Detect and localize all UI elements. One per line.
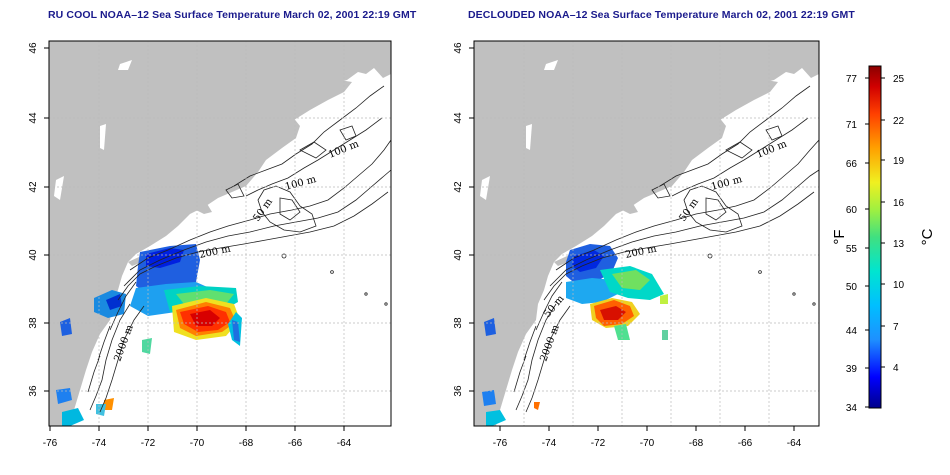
x-tick-label: -64 [787, 438, 802, 449]
celsius-tick-label: 7 [893, 322, 899, 333]
sst-data-right [482, 244, 668, 426]
lake [544, 60, 558, 70]
y-tick-label: 44 [28, 112, 39, 124]
x-tick-label: -64 [337, 438, 352, 449]
fahrenheit-tick-label: 55 [846, 244, 858, 255]
y-tick-label: 46 [28, 42, 39, 54]
right-map-panel: 100 m 100 m 50 m 200 m 2000 m 50 m -76 -… [453, 40, 820, 449]
celsius-tick-label: 22 [893, 116, 905, 127]
fahrenheit-tick-label: 60 [846, 205, 858, 216]
x-tick-label: -76 [43, 438, 58, 449]
cape-cod [622, 202, 638, 214]
land-mass [474, 41, 819, 426]
celsius-tick-label: 19 [893, 156, 905, 167]
fahrenheit-tick-label: 77 [846, 74, 858, 85]
lake [118, 60, 132, 70]
colorbar-scale [868, 65, 882, 409]
y-tick-label: 44 [453, 112, 464, 124]
y-tick-label: 40 [28, 249, 39, 261]
colorbar: 77 71 66 60 55 50 44 39 34 25 22 19 16 1… [831, 65, 936, 414]
x-tick-label: -72 [591, 438, 606, 449]
cape-cod [196, 202, 212, 214]
grid-right [474, 41, 819, 426]
x-tick-label: -76 [493, 438, 508, 449]
celsius-tick-label: 4 [893, 363, 899, 374]
grid-left [49, 41, 391, 426]
right-panel-title: DECLOUDED NOAA–12 Sea Surface Temperatur… [468, 9, 855, 21]
y-tick-label: 36 [28, 385, 39, 397]
map-frame [48, 40, 392, 427]
y-tick-label: 42 [453, 181, 464, 193]
lake [100, 124, 106, 150]
x-tick-label: -66 [738, 438, 753, 449]
nova-scotia [706, 80, 778, 120]
y-tick-label: 42 [28, 181, 39, 193]
y-tick-label: 38 [28, 317, 39, 329]
celsius-tick-label: 16 [893, 198, 905, 209]
x-tick-label: -70 [190, 438, 205, 449]
fahrenheit-tick-label: 39 [846, 364, 858, 375]
x-tick-label: -68 [239, 438, 254, 449]
y-tick-label: 46 [453, 42, 464, 54]
celsius-tick-label: 10 [893, 280, 905, 291]
fahrenheit-ticks [865, 77, 869, 408]
y-tick-label: 36 [453, 385, 464, 397]
fahrenheit-tick-label: 50 [846, 282, 858, 293]
x-tick-label: -74 [542, 438, 557, 449]
x-tick-label: -68 [689, 438, 704, 449]
bathymetry-contours-left [87, 85, 391, 413]
land-mass [49, 41, 391, 426]
lake [480, 176, 490, 200]
fahrenheit-tick-label: 44 [846, 326, 858, 337]
celsius-tick-label: 13 [893, 239, 905, 250]
lake [54, 176, 64, 200]
celsius-ticks [881, 77, 885, 368]
fahrenheit-tick-label: 34 [846, 403, 858, 414]
lake [526, 124, 532, 150]
x-tick-label: -72 [141, 438, 156, 449]
fahrenheit-tick-label: 71 [846, 120, 858, 131]
celsius-tick-label: 25 [893, 74, 905, 85]
nova-scotia [280, 80, 352, 120]
y-tick-label: 40 [453, 249, 464, 261]
fahrenheit-unit-label: °F [831, 229, 848, 244]
x-tick-label: -74 [92, 438, 107, 449]
x-tick-label: -66 [288, 438, 303, 449]
bathymetry-contours-right [513, 85, 819, 413]
celsius-unit-label: °C [919, 228, 936, 245]
sst-data-left [56, 244, 242, 426]
y-axis-right [469, 47, 474, 392]
x-tick-label: -70 [640, 438, 655, 449]
y-axis-left [44, 47, 49, 392]
left-map-panel: 100 m 100 m 50 m 200 m 2000 m -76 -74 -7… [28, 40, 392, 449]
x-axis-left [49, 426, 345, 431]
left-panel-title: RU COOL NOAA–12 Sea Surface Temperature … [48, 9, 417, 21]
y-tick-label: 38 [453, 317, 464, 329]
x-axis-right [499, 426, 795, 431]
fahrenheit-tick-label: 66 [846, 159, 858, 170]
